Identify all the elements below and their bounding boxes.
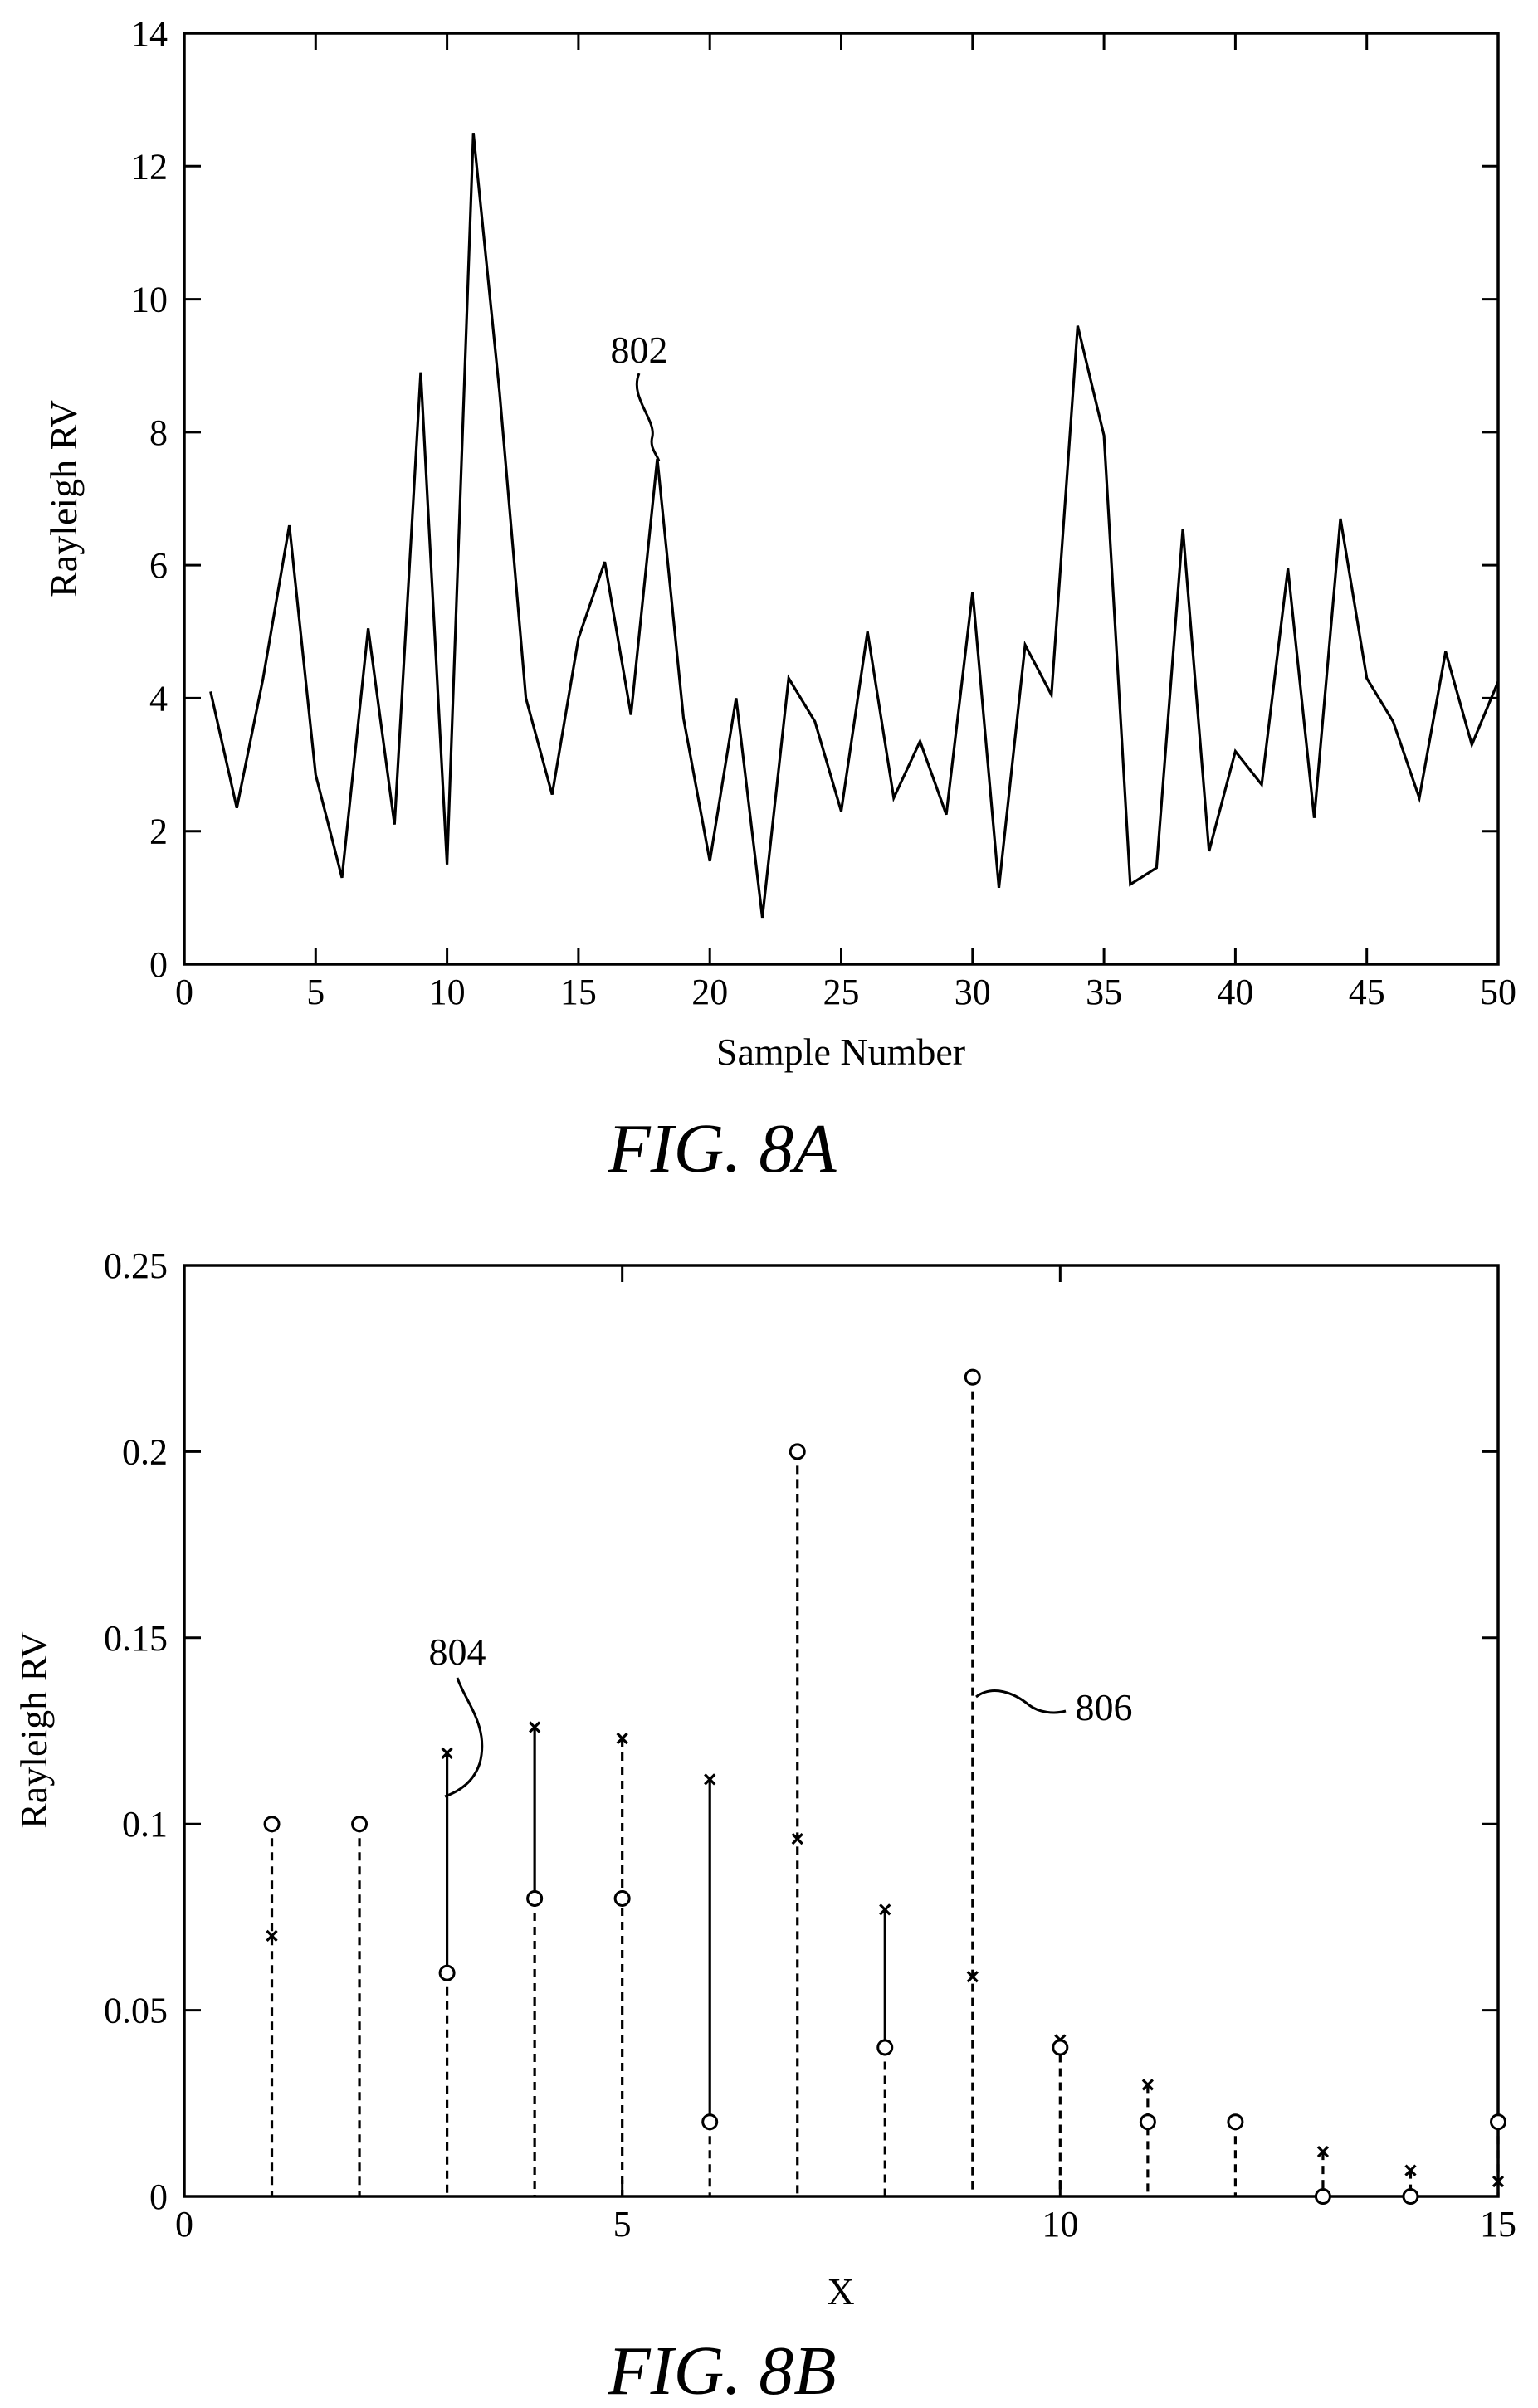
chart-b-reference-leader-804 (444, 1677, 484, 1798)
chart-b-x-tick-label: 10 (1042, 2204, 1078, 2245)
chart-b-reference-label-804: 804 (429, 1631, 486, 1673)
chart-b-circle-marker (1227, 2113, 1244, 2131)
chart-b-x-marker (616, 1732, 628, 1745)
chart-b-circle-marker (876, 2039, 894, 2056)
chart-a-caption: FIG. 8A (607, 1110, 837, 1187)
chart-a-x-tick-label: 50 (1480, 972, 1516, 1012)
chart-b-circle-marker (1314, 2188, 1331, 2205)
chart-b-x-marker (791, 1833, 803, 1845)
chart-a-x-tick-label: 35 (1086, 972, 1122, 1012)
chart-a-reference-label: 802 (611, 329, 668, 371)
chart-b-x-marker (529, 1721, 541, 1733)
chart-b-circle-marker (701, 2113, 719, 2131)
chart-a-y-tick-label: 0 (149, 944, 168, 985)
chart-a-x-tick-label: 30 (955, 972, 991, 1012)
chart-b-x-tick-label: 15 (1480, 2204, 1516, 2245)
chart-b-y-tick-label: 0.25 (104, 1245, 168, 1286)
chart-b-circle-marker (1052, 2039, 1069, 2056)
chart-b-ticks: 0 5 10 15 0 0.05 0.1 0.15 0.2 0.25 (104, 1245, 1516, 2245)
chart-b-circle-marker (438, 1964, 456, 1981)
chart-b-stems (270, 1377, 1500, 2196)
chart-b-circle-marker (789, 1443, 806, 1460)
chart-a-x-tick-label: 20 (691, 972, 728, 1012)
chart-b-circle-marker (1490, 2113, 1506, 2131)
chart-a-series (209, 133, 1500, 919)
chart-a-x-axis-label: Sample Number (716, 1031, 965, 1073)
chart-b-x-marker (1141, 2079, 1154, 2091)
chart-a-x-tick-label: 40 (1217, 972, 1253, 1012)
chart-b-x-marker (1404, 2164, 1417, 2176)
chart-b-y-axis-label: Rayleigh RV (12, 1631, 55, 1829)
chart-a-x-tick-label: 10 (429, 972, 466, 1012)
chart-b-y-tick-label: 0.15 (104, 1618, 168, 1659)
chart-b-frame (183, 1264, 1500, 2198)
chart-b-y-tick-label: 0 (149, 2176, 168, 2217)
chart-a-y-tick-label: 12 (131, 146, 168, 187)
chart-a-x-tick-label: 15 (560, 972, 597, 1012)
chart-a-y-tick-label: 14 (131, 13, 168, 54)
chart-b-x-marker (704, 1773, 716, 1786)
chart-a: 0 5 10 15 20 25 30 35 40 45 50 0 2 4 6 8 10 12 14 Sample N… (42, 13, 1516, 1187)
chart-a-reference-leader (635, 373, 661, 462)
chart-b-circle-marker (1402, 2188, 1419, 2205)
chart-b-circle-marker (351, 1816, 369, 1833)
chart-a-series-line (209, 133, 1500, 919)
chart-a-x-tick-label: 0 (175, 972, 193, 1012)
chart-b-x-marker (266, 1929, 278, 1942)
chart-a-y-tick-label: 8 (149, 412, 168, 453)
chart-a-x-tick-label: 5 (306, 972, 325, 1012)
chart-b-circle-marker (526, 1889, 544, 1907)
chart-b-x-marker (879, 1903, 891, 1916)
chart-b-circle-marker (1139, 2113, 1156, 2131)
chart-b-x-marker (966, 1971, 979, 1983)
chart-b-y-tick-label: 0.05 (104, 1991, 168, 2031)
chart-b-circle-marker (613, 1889, 631, 1907)
chart-a-y-tick-label: 6 (149, 545, 168, 586)
chart-a-y-tick-label: 2 (149, 812, 168, 852)
chart-a-x-tick-label: 45 (1349, 972, 1385, 1012)
chart-a-y-tick-label: 10 (131, 280, 168, 320)
chart-b-x-axis-label: X (827, 2270, 854, 2313)
chart-b-reference-label-806: 806 (1076, 1686, 1133, 1728)
chart-b-reference-leader-806 (975, 1689, 1067, 1714)
chart-b-y-tick-label: 0.2 (122, 1431, 168, 1472)
chart-b-markers (263, 1368, 1506, 2205)
chart-b-x-marker (1316, 2146, 1330, 2158)
chart-b-x-marker (441, 1747, 453, 1760)
chart-b-circle-marker (263, 1816, 281, 1833)
chart-b-x-tick-label: 5 (613, 2204, 632, 2245)
chart-a-x-tick-label: 25 (823, 972, 860, 1012)
chart-b-y-tick-label: 0.1 (122, 1804, 168, 1845)
chart-b-circle-marker (964, 1368, 981, 1386)
chart-b-x-tick-label: 0 (175, 2204, 193, 2245)
chart-a-y-tick-label: 4 (149, 678, 168, 719)
chart-a-ticks: 0 5 10 15 20 25 30 35 40 45 50 0 2 4 6 8 10 12 14 (131, 13, 1516, 1012)
chart-b-x-marker (1492, 2175, 1505, 2188)
chart-a-frame (183, 32, 1500, 966)
chart-b-caption: FIG. 8B (607, 2332, 836, 2408)
chart-a-y-axis-label: Rayleigh RV (42, 400, 85, 597)
